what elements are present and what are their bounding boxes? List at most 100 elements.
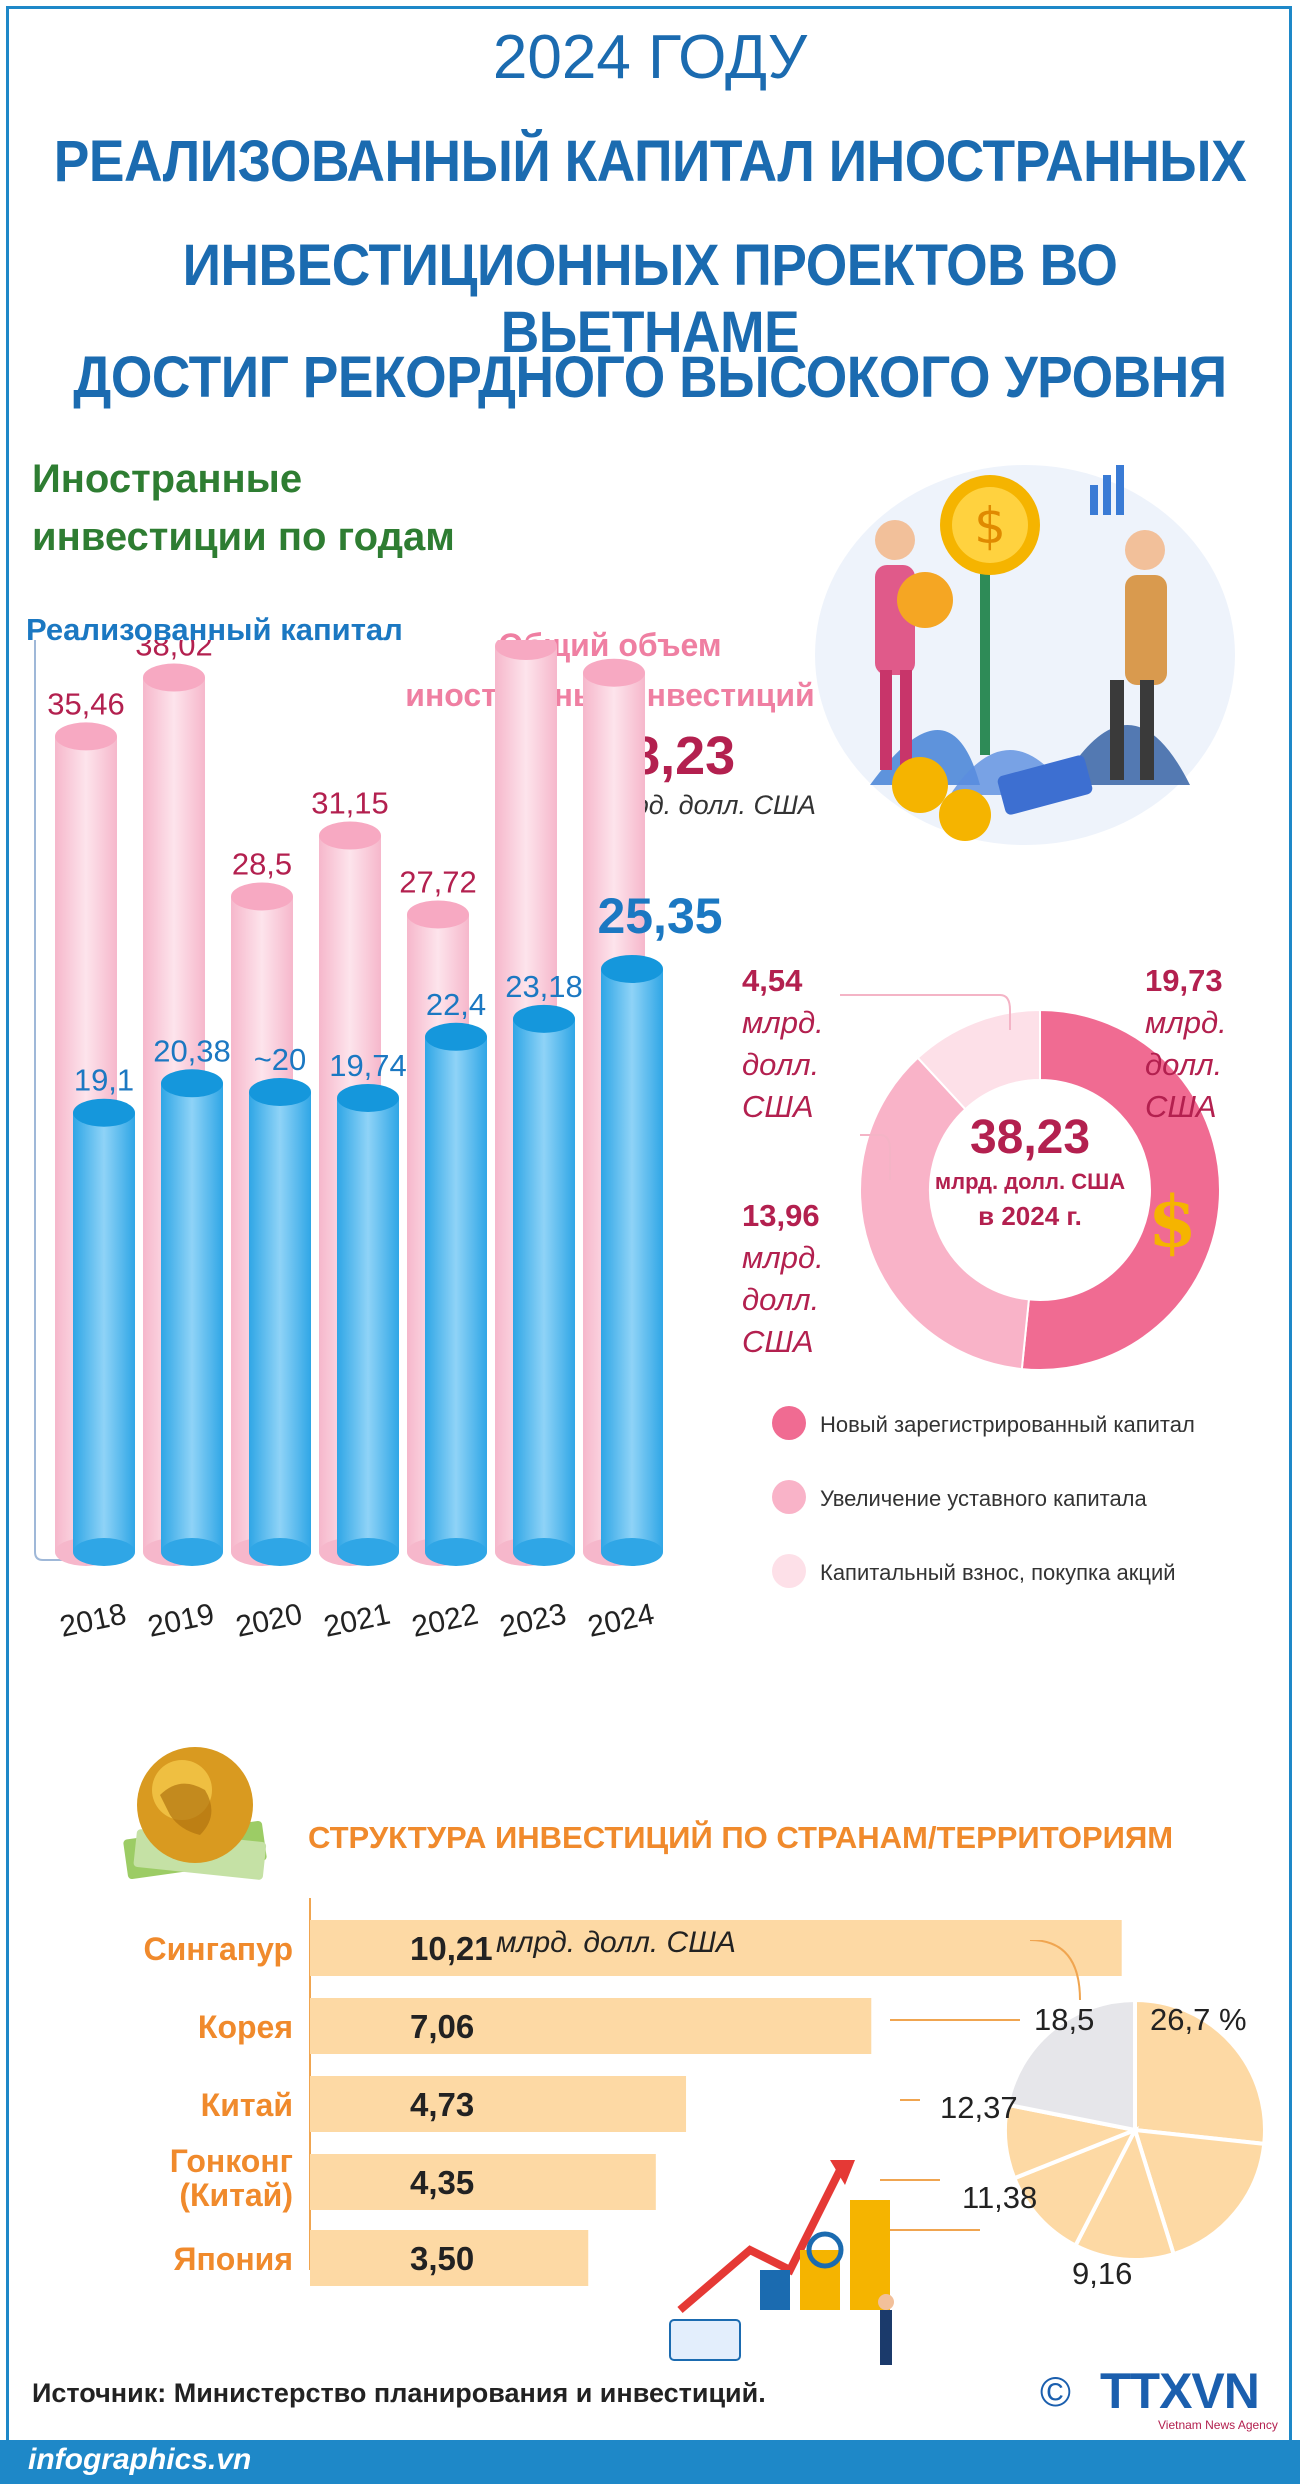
year-label-2021: 2021 xyxy=(321,1598,393,1644)
country-bar-chart: 10,21 Сингапур 7,06 Корея 4,73 Китай 4,35 Гонко… xyxy=(144,1898,1122,2286)
realized-label-2022: 22,4 xyxy=(426,987,486,1022)
donut-center-year: в 2024 г. xyxy=(978,1201,1082,1231)
year-label-2018: 2018 xyxy=(57,1598,129,1644)
total-label-2021: 31,15 xyxy=(311,786,389,821)
title-line-1: РЕАЛИЗОВАННЫЙ КАПИТАЛ ИНОСТРАННЫХ xyxy=(53,129,1247,194)
globe-money-icon xyxy=(123,1747,267,1880)
pie-slice-5 xyxy=(1005,1997,1137,2133)
realized-bar-2021 xyxy=(337,1083,399,1566)
donut-legend-label-increase: Увеличение уставного капитала xyxy=(820,1486,1147,1511)
donut-legend-item-new: Новый зарегистрированный капитал xyxy=(772,1406,1195,1440)
realized-label-2023: 23,18 xyxy=(505,969,583,1004)
agency-logo: TTXVN xyxy=(1100,2363,1260,2419)
donut-slice-1 xyxy=(859,1056,1030,1371)
legend-dot-increase xyxy=(772,1480,806,1514)
realized-bar-2018 xyxy=(73,1098,135,1566)
donut-label-charter-increase-unit-1: млрд. xyxy=(742,1240,824,1275)
section-title-line-2: инвестиции по годам xyxy=(32,515,455,559)
pie-label-korea: 18,5 xyxy=(1034,2002,1095,2037)
donut-label-share-purchase-unit-2: долл. xyxy=(742,1047,820,1082)
country-bar-1 xyxy=(310,1998,872,2054)
legend-dot-shares xyxy=(772,1554,806,1588)
donut-label-new-capital: 19,73 млрд. долл. США xyxy=(1145,960,1227,1128)
pie-label-singapore: 26,7 % xyxy=(1150,2002,1247,2037)
country-name-3-line2: (Китай) xyxy=(179,2177,293,2213)
realized-label-2019: 20,38 xyxy=(153,1033,231,1068)
title-line-3: ДОСТИГ РЕКОРДНОГО ВЫСОКОГО УРОВНЯ xyxy=(73,345,1227,410)
donut-label-share-purchase-unit-3: США xyxy=(742,1089,814,1124)
realized-bar-2020 xyxy=(249,1078,311,1566)
svg-text:$: $ xyxy=(974,497,1006,555)
country-share-pie xyxy=(1003,1997,1267,2262)
donut-label-share-purchase-value: 4,54 xyxy=(742,963,803,998)
pie-slice-2 xyxy=(1072,2124,1177,2262)
donut-center-unit: млрд. долл. США xyxy=(934,1169,1126,1194)
donut-label-charter-increase-value: 13,96 xyxy=(742,1198,820,1233)
donut-slice-0 xyxy=(1020,1008,1221,1371)
realized-label-2020: ~20 xyxy=(254,1042,307,1077)
country-bar-4 xyxy=(310,2230,589,2286)
country-value-1: 7,06 xyxy=(410,2008,474,2045)
country-bar-2 xyxy=(310,2076,687,2132)
donut-label-charter-increase: 13,96 млрд. долл. США xyxy=(742,1195,824,1363)
year-label-2019: 2019 xyxy=(145,1598,217,1644)
source-note: Источник: Министерство планирования и ин… xyxy=(32,2378,766,2408)
pie-label-china: 12,37 xyxy=(940,2090,1018,2125)
country-value-2: 4,73 xyxy=(410,2086,474,2123)
capital-donut-chart xyxy=(859,1008,1221,1371)
country-value-4: 3,50 xyxy=(410,2240,474,2277)
growth-illustration xyxy=(669,2160,894,2365)
donut-legend-label-shares: Капитальный взнос, покупка акций xyxy=(820,1560,1176,1585)
country-name-0: Сингапур xyxy=(144,1931,293,1967)
total-label-2018: 35,46 xyxy=(47,686,125,721)
donut-label-new-capital-value: 19,73 xyxy=(1145,963,1223,998)
copyright-symbol: © xyxy=(1040,2368,1071,2415)
pie-label-japan: 9,16 xyxy=(1072,2256,1133,2291)
donut-label-new-capital-unit-3: США xyxy=(1145,1089,1217,1124)
country-name-3: Гонконг xyxy=(170,2143,293,2179)
year-label-2022: 2022 xyxy=(409,1598,481,1644)
country-bar-3 xyxy=(310,2154,656,2210)
realized-bar-2022 xyxy=(425,1022,487,1566)
pie-slice-1 xyxy=(1132,2127,1267,2257)
year-label-2024: 2024 xyxy=(585,1598,657,1644)
donut-label-charter-increase-unit-2: долл. xyxy=(742,1282,820,1317)
year-label-2020: 2020 xyxy=(233,1598,305,1644)
realized-bar-2019 xyxy=(161,1069,223,1566)
donut-legend-item-increase: Увеличение уставного капитала xyxy=(772,1480,1147,1514)
realized-label-2021: 19,74 xyxy=(329,1048,407,1083)
pie-leader-lines xyxy=(880,1940,1081,2231)
legend-connector xyxy=(34,640,90,1561)
footer-bar xyxy=(0,2440,1300,2484)
legend-realized: Реализованный капитал xyxy=(26,612,403,647)
donut-center-value: 38,23 xyxy=(969,1111,1091,1164)
pie-slice-0 xyxy=(1133,1997,1267,2147)
donut-leader-lines xyxy=(840,994,1011,1180)
first-bar-unit: млрд. долл. США xyxy=(496,1926,736,1959)
country-value-0: 10,21 xyxy=(410,1930,493,1967)
total-label-2020: 28,5 xyxy=(232,847,292,882)
footer-site: infographics.vn xyxy=(28,2443,252,2476)
pie-slice-3 xyxy=(1011,2126,1140,2249)
dollar-icon: $ xyxy=(1148,1180,1197,1263)
section-title: Иностранные инвестиции по годам xyxy=(32,450,455,566)
country-bar-0 xyxy=(310,1920,1122,1976)
donut-center: 38,23 млрд. долл. США в 2024 г. xyxy=(930,1110,1130,1234)
country-value-3: 4,35 xyxy=(410,2164,474,2201)
agency-logo-sub: Vietnam News Agency xyxy=(1158,2418,1278,2432)
donut-label-share-purchase: 4,54 млрд. долл. США xyxy=(742,960,824,1128)
legend-dot-new xyxy=(772,1406,806,1440)
title-line-2: ИНВЕСТИЦИОННЫХ ПРОЕКТОВ ВО ВЬЕТНАМЕ xyxy=(182,233,1118,365)
donut-slice-2 xyxy=(916,1008,1041,1111)
section-title-line-1: Иностранные xyxy=(32,457,303,501)
country-name-4: Япония xyxy=(173,2241,293,2277)
donut-label-charter-increase-unit-3: США xyxy=(742,1324,814,1359)
realized-bar-2024 xyxy=(601,954,663,1566)
country-name-2: Китай xyxy=(201,2087,293,2123)
structure-title: СТРУКТУРА ИНВЕСТИЦИЙ ПО СТРАНАМ/ТЕРРИТОР… xyxy=(308,1820,1174,1855)
donut-legend-label-new: Новый зарегистрированный капитал xyxy=(820,1412,1195,1437)
donut-legend-item-shares: Капитальный взнос, покупка акций xyxy=(772,1554,1176,1588)
country-name-1: Корея xyxy=(198,2009,293,2045)
donut-label-new-capital-unit-1: млрд. xyxy=(1145,1005,1227,1040)
pie-label-hongkong: 11,38 xyxy=(962,2180,1038,2215)
